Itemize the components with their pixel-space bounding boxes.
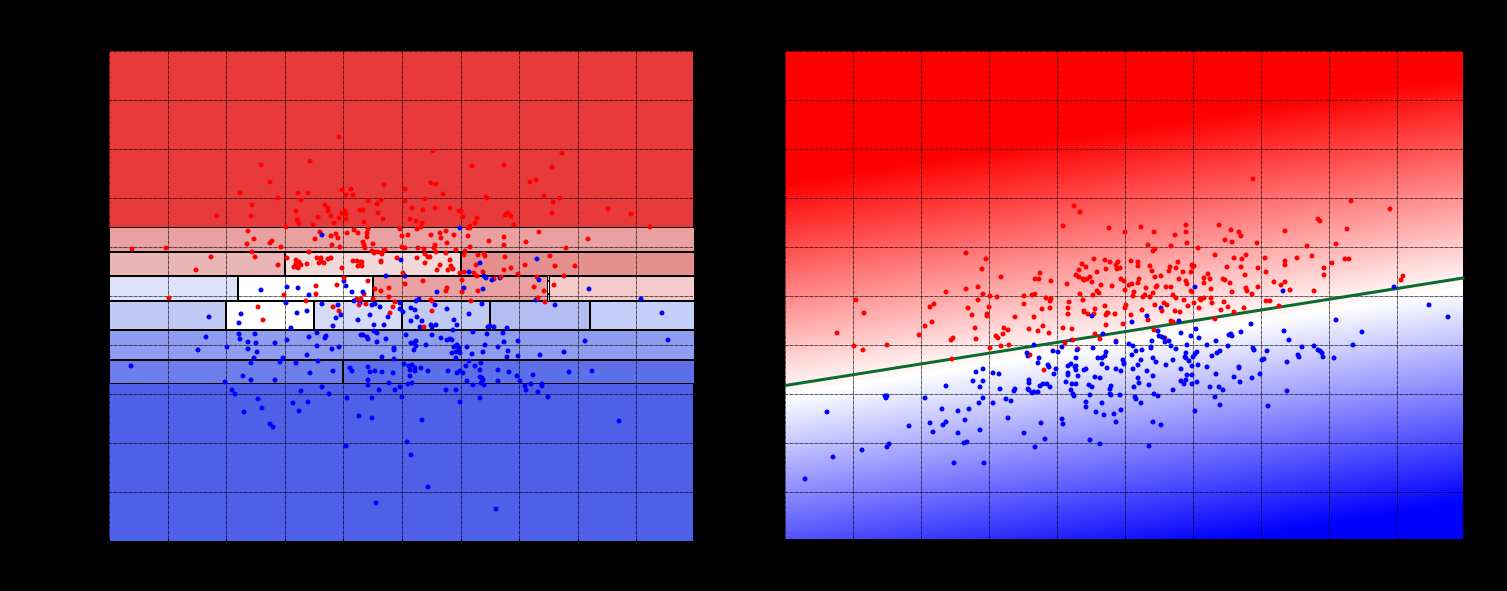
right-plot-area [785,51,1463,539]
left-plot [108,50,694,540]
right-plot [784,50,1464,540]
left-plot-area [109,51,693,539]
